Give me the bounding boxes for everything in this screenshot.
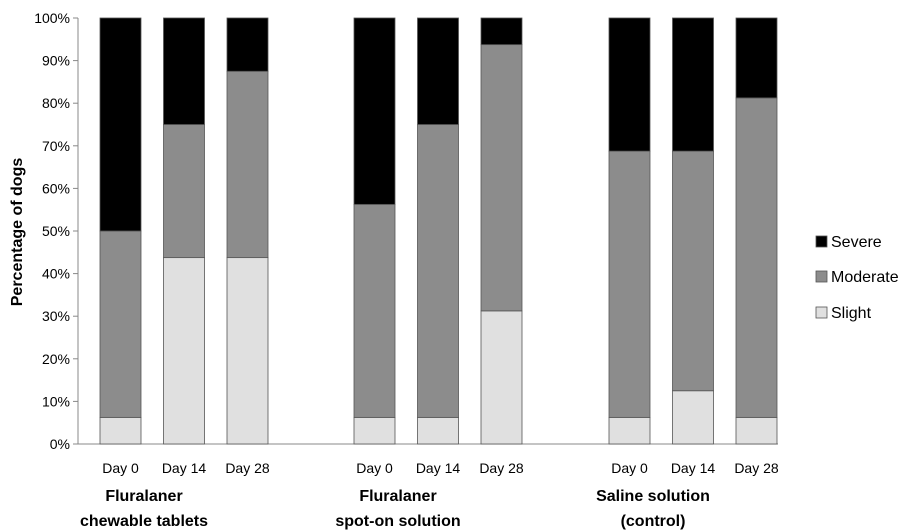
bar-segment-slight — [417, 416, 459, 445]
y-tick-label: 0% — [50, 436, 70, 452]
y-tick-label: 10% — [42, 393, 70, 409]
bars — [99, 17, 778, 445]
bar-segment-slight — [99, 416, 142, 445]
group-label: Saline solution — [596, 488, 710, 505]
bar-segment-slight — [735, 416, 778, 445]
y-tick-label: 60% — [42, 180, 70, 196]
bar-segment-severe — [480, 17, 523, 46]
group-label: Fluralaner — [359, 488, 436, 505]
legend-swatch-moderate — [815, 270, 828, 283]
bar-segment-moderate — [417, 124, 459, 418]
group-label: Fluralaner — [105, 488, 182, 505]
x-category-label: Day 14 — [671, 460, 716, 476]
bar-segment-severe — [672, 17, 714, 152]
legend-swatch-severe — [815, 235, 828, 248]
y-tick-label: 70% — [42, 138, 70, 154]
legend-label-severe: Severe — [831, 234, 882, 251]
y-tick-label: 100% — [34, 10, 70, 26]
bar-segment-moderate — [735, 97, 778, 418]
x-category-label: Day 14 — [416, 460, 461, 476]
bar-segment-slight — [353, 416, 396, 445]
bar-segment-moderate — [99, 230, 142, 418]
axes: 0% 10% 20% 30% 40% 50% 60% 70% 80% 90% 100% — [34, 10, 778, 452]
bar-segment-severe — [353, 17, 396, 205]
bar-segment-moderate — [163, 124, 205, 259]
x-category-label: Day 0 — [102, 460, 139, 476]
bar-segment-severe — [226, 17, 269, 72]
y-tick-label: 40% — [42, 266, 70, 282]
bar-segment-severe — [163, 17, 205, 125]
group-label: spot-on solution — [335, 513, 460, 530]
bar-segment-moderate — [226, 70, 269, 259]
legend-label-slight: Slight — [831, 305, 872, 322]
x-category-label: Day 28 — [734, 460, 779, 476]
bar-segment-moderate — [672, 150, 714, 392]
bar-segment-slight — [480, 310, 523, 445]
y-axis-label: Percentage of dogs — [9, 158, 26, 307]
group-label: (control) — [621, 513, 686, 530]
bar-segment-slight — [163, 257, 205, 445]
bar-segment-severe — [735, 17, 778, 99]
x-category-label: Day 28 — [225, 460, 270, 476]
bar-segment-moderate — [608, 150, 651, 418]
bar-segment-slight — [672, 390, 714, 445]
y-tick-label: 20% — [42, 351, 70, 367]
bar-segment-severe — [99, 17, 142, 232]
labels: Day 0 Day 14 Day 28 Fluralaner chewable tabl… — [80, 460, 779, 530]
bar-segment-severe — [608, 17, 651, 152]
x-category-label: Day 14 — [162, 460, 207, 476]
bar-segment-slight — [608, 416, 651, 445]
y-tick-label: 90% — [42, 53, 70, 69]
bar-segment-severe — [417, 17, 459, 125]
y-tick-label: 30% — [42, 308, 70, 324]
x-category-label: Day 0 — [611, 460, 648, 476]
bar-segment-slight — [226, 257, 269, 445]
legend-swatch-slight — [815, 306, 828, 319]
x-category-label: Day 0 — [356, 460, 393, 476]
x-category-label: Day 28 — [479, 460, 524, 476]
y-tick-label: 50% — [42, 223, 70, 239]
bar-segment-moderate — [353, 203, 396, 418]
group-label: chewable tablets — [80, 513, 208, 530]
bar-segment-moderate — [480, 44, 523, 312]
legend: Severe Moderate Slight — [815, 234, 899, 322]
legend-label-moderate: Moderate — [831, 269, 899, 286]
y-tick-label: 80% — [42, 95, 70, 111]
